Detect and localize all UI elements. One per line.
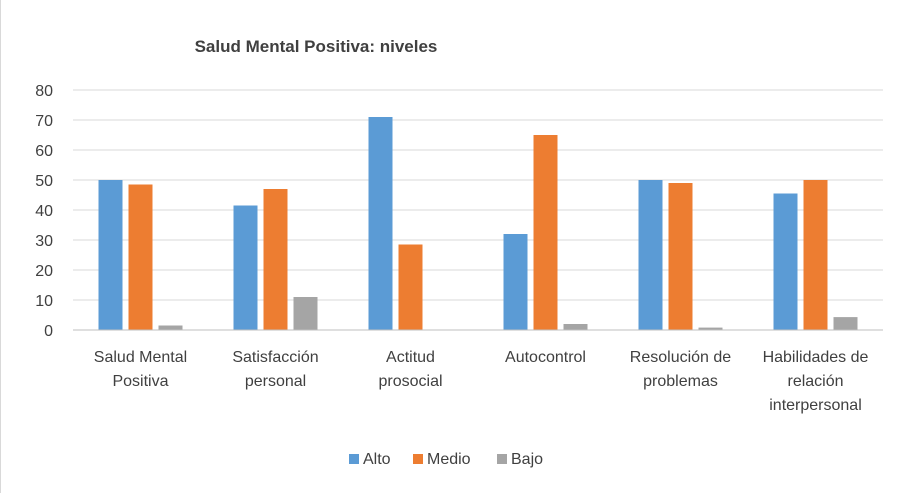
- legend-label-bajo: Bajo: [511, 451, 543, 468]
- bar-bajo-3: [563, 324, 588, 330]
- bar-medio-4: [668, 183, 693, 330]
- category-label: Autocontrol: [505, 349, 586, 366]
- bar-medio-0: [128, 184, 153, 330]
- y-tick-label: 80: [35, 83, 53, 100]
- y-tick-label: 70: [35, 113, 53, 130]
- bar-medio-5: [803, 180, 828, 330]
- bar-bajo-5: [833, 317, 858, 330]
- category-label: prosocial: [378, 373, 442, 390]
- legend-label-alto: Alto: [363, 451, 391, 468]
- category-label: Actitud: [386, 349, 435, 366]
- bar-medio-3: [533, 135, 558, 330]
- category-label: problemas: [643, 373, 718, 390]
- legend-label-medio: Medio: [427, 451, 471, 468]
- bar-medio-2: [398, 244, 423, 330]
- y-tick-label: 40: [35, 203, 53, 220]
- bar-medio-1: [263, 189, 288, 330]
- category-labels: Salud Mental Positiva Satisfacción personal…: [94, 349, 869, 414]
- bar-alto-3: [503, 234, 528, 330]
- bars: [98, 117, 858, 330]
- y-tick-label: 20: [35, 263, 53, 280]
- bar-alto-2: [368, 117, 393, 330]
- category-label: Positiva: [112, 373, 168, 390]
- legend: Alto Medio Bajo: [349, 451, 543, 468]
- bar-alto-0: [98, 180, 123, 330]
- category-label: relación: [787, 373, 843, 390]
- bar-alto-1: [233, 205, 258, 330]
- bar-alto-4: [638, 180, 663, 330]
- category-label: Satisfacción: [232, 349, 318, 366]
- legend-swatch-alto: [349, 454, 359, 464]
- y-tick-label: 10: [35, 293, 53, 310]
- y-tick-label: 30: [35, 233, 53, 250]
- y-axis-ticks: 0 10 20 30 40 50 60 70 80: [35, 83, 53, 340]
- bar-bajo-0: [158, 325, 183, 330]
- bar-alto-5: [773, 193, 798, 330]
- category-label: personal: [245, 373, 306, 390]
- y-tick-label: 50: [35, 173, 53, 190]
- legend-swatch-medio: [413, 454, 423, 464]
- category-label: interpersonal: [769, 397, 862, 414]
- chart-title: Salud Mental Positiva: niveles: [195, 37, 438, 56]
- gridlines: [73, 89, 883, 301]
- y-tick-label: 0: [44, 323, 53, 340]
- y-tick-label: 60: [35, 143, 53, 160]
- legend-swatch-bajo: [497, 454, 507, 464]
- category-label: Resolución de: [630, 349, 732, 366]
- bar-bajo-1: [293, 297, 318, 330]
- bar-bajo-4: [698, 327, 723, 330]
- category-label: Salud Mental: [94, 349, 187, 366]
- category-label: Habilidades de: [763, 349, 869, 366]
